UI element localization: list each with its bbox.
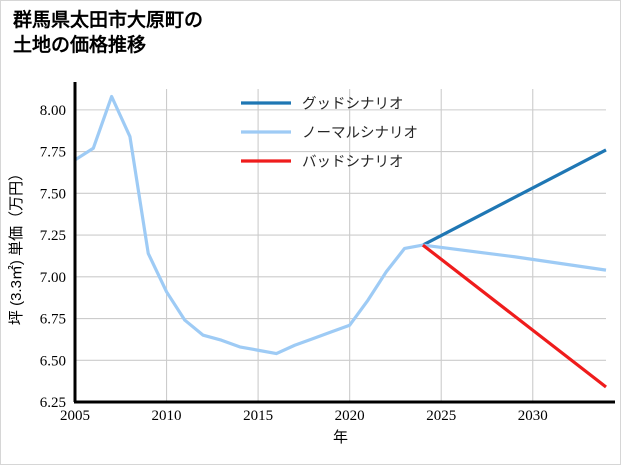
x-axis-title: 年 bbox=[333, 429, 348, 446]
y-axis-title: 坪 (3.3㎡) 単価（万円） bbox=[8, 166, 25, 325]
tick-labels: 6.25 6.50 6.75 7.00 7.25 7.50 7.75 8.00 2005 2010… bbox=[40, 103, 548, 424]
axis-spines bbox=[73, 82, 615, 404]
axis-titles: 年 坪 (3.3㎡) 単価（万円） bbox=[8, 166, 348, 446]
x-tick-label: 2025 bbox=[426, 408, 456, 424]
x-tick-label: 2030 bbox=[518, 408, 548, 424]
y-tick-label: 6.25 bbox=[40, 395, 66, 411]
y-tick-label: 7.75 bbox=[40, 145, 66, 161]
grid-lines bbox=[75, 89, 606, 403]
data-series-lines bbox=[74, 94, 607, 389]
y-tick-label: 6.75 bbox=[40, 312, 66, 328]
x-tick-label: 2020 bbox=[335, 408, 365, 424]
legend-label-1: ノーマルシナリオ bbox=[302, 126, 418, 142]
y-tick-label: 7.00 bbox=[40, 270, 66, 286]
x-tick-label: 2015 bbox=[243, 408, 273, 424]
legend-label-0: グッドシナリオ bbox=[302, 96, 404, 113]
y-tick-label: 7.25 bbox=[40, 228, 66, 244]
series-line-1 bbox=[74, 94, 607, 356]
series-line-2 bbox=[421, 243, 607, 389]
series-line-0 bbox=[422, 148, 607, 247]
y-tick-label: 8.00 bbox=[40, 103, 66, 119]
x-tick-label: 2010 bbox=[152, 408, 182, 424]
chart-title: 群馬県太田市大原町の 土地の価格推移 bbox=[13, 10, 204, 56]
legend-label-2: バッドシナリオ bbox=[302, 155, 404, 171]
y-tick-label: 7.50 bbox=[40, 186, 66, 202]
y-tick-label: 6.50 bbox=[40, 353, 66, 369]
x-tick-label: 2005 bbox=[60, 408, 90, 424]
